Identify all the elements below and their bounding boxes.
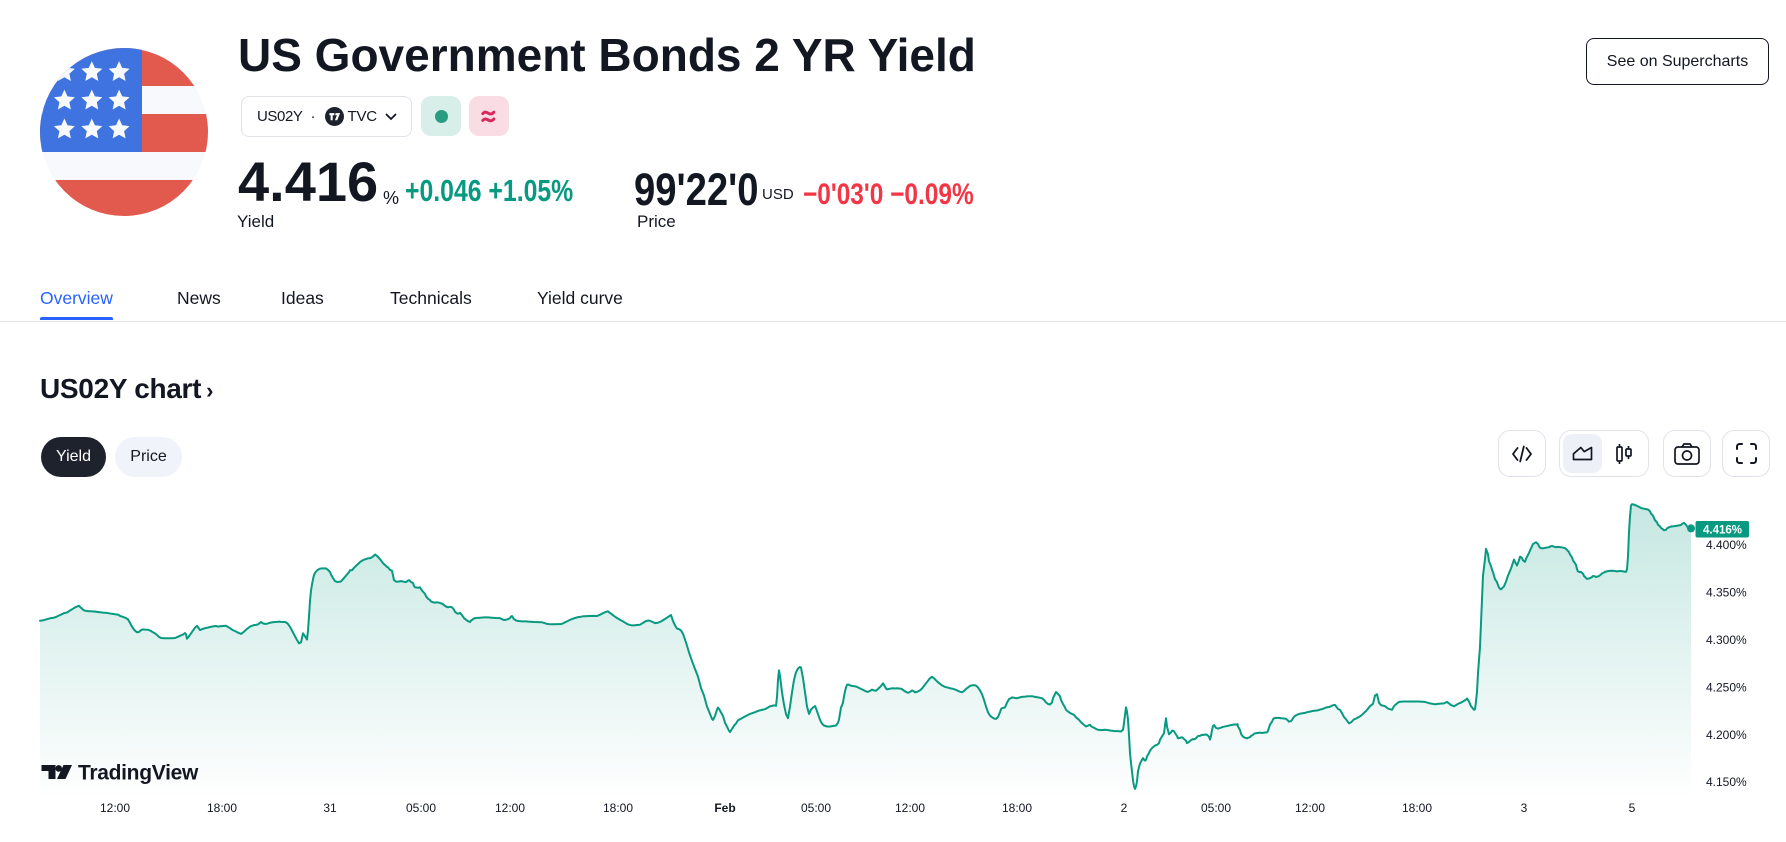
svg-text:12:00: 12:00 [1295,801,1325,815]
svg-text:31: 31 [323,801,337,815]
svg-text:4.250%: 4.250% [1706,681,1747,695]
svg-text:12:00: 12:00 [100,801,130,815]
svg-text:TradingView: TradingView [78,762,199,785]
svg-text:18:00: 18:00 [1002,801,1032,815]
svg-text:4.200%: 4.200% [1706,728,1747,742]
svg-text:4.416%: 4.416% [1703,524,1742,536]
svg-text:4.350%: 4.350% [1706,586,1747,600]
svg-text:5: 5 [1629,801,1636,815]
svg-text:12:00: 12:00 [895,801,925,815]
svg-text:05:00: 05:00 [1201,801,1231,815]
svg-text:18:00: 18:00 [1402,801,1432,815]
svg-text:4.300%: 4.300% [1706,633,1747,647]
svg-text:05:00: 05:00 [406,801,436,815]
svg-text:4.150%: 4.150% [1706,775,1747,789]
svg-text:3: 3 [1521,801,1528,815]
svg-text:2: 2 [1121,801,1128,815]
svg-text:4.400%: 4.400% [1706,538,1747,552]
svg-text:Feb: Feb [714,801,735,815]
svg-text:18:00: 18:00 [603,801,633,815]
svg-text:18:00: 18:00 [207,801,237,815]
svg-text:05:00: 05:00 [801,801,831,815]
svg-text:12:00: 12:00 [495,801,525,815]
